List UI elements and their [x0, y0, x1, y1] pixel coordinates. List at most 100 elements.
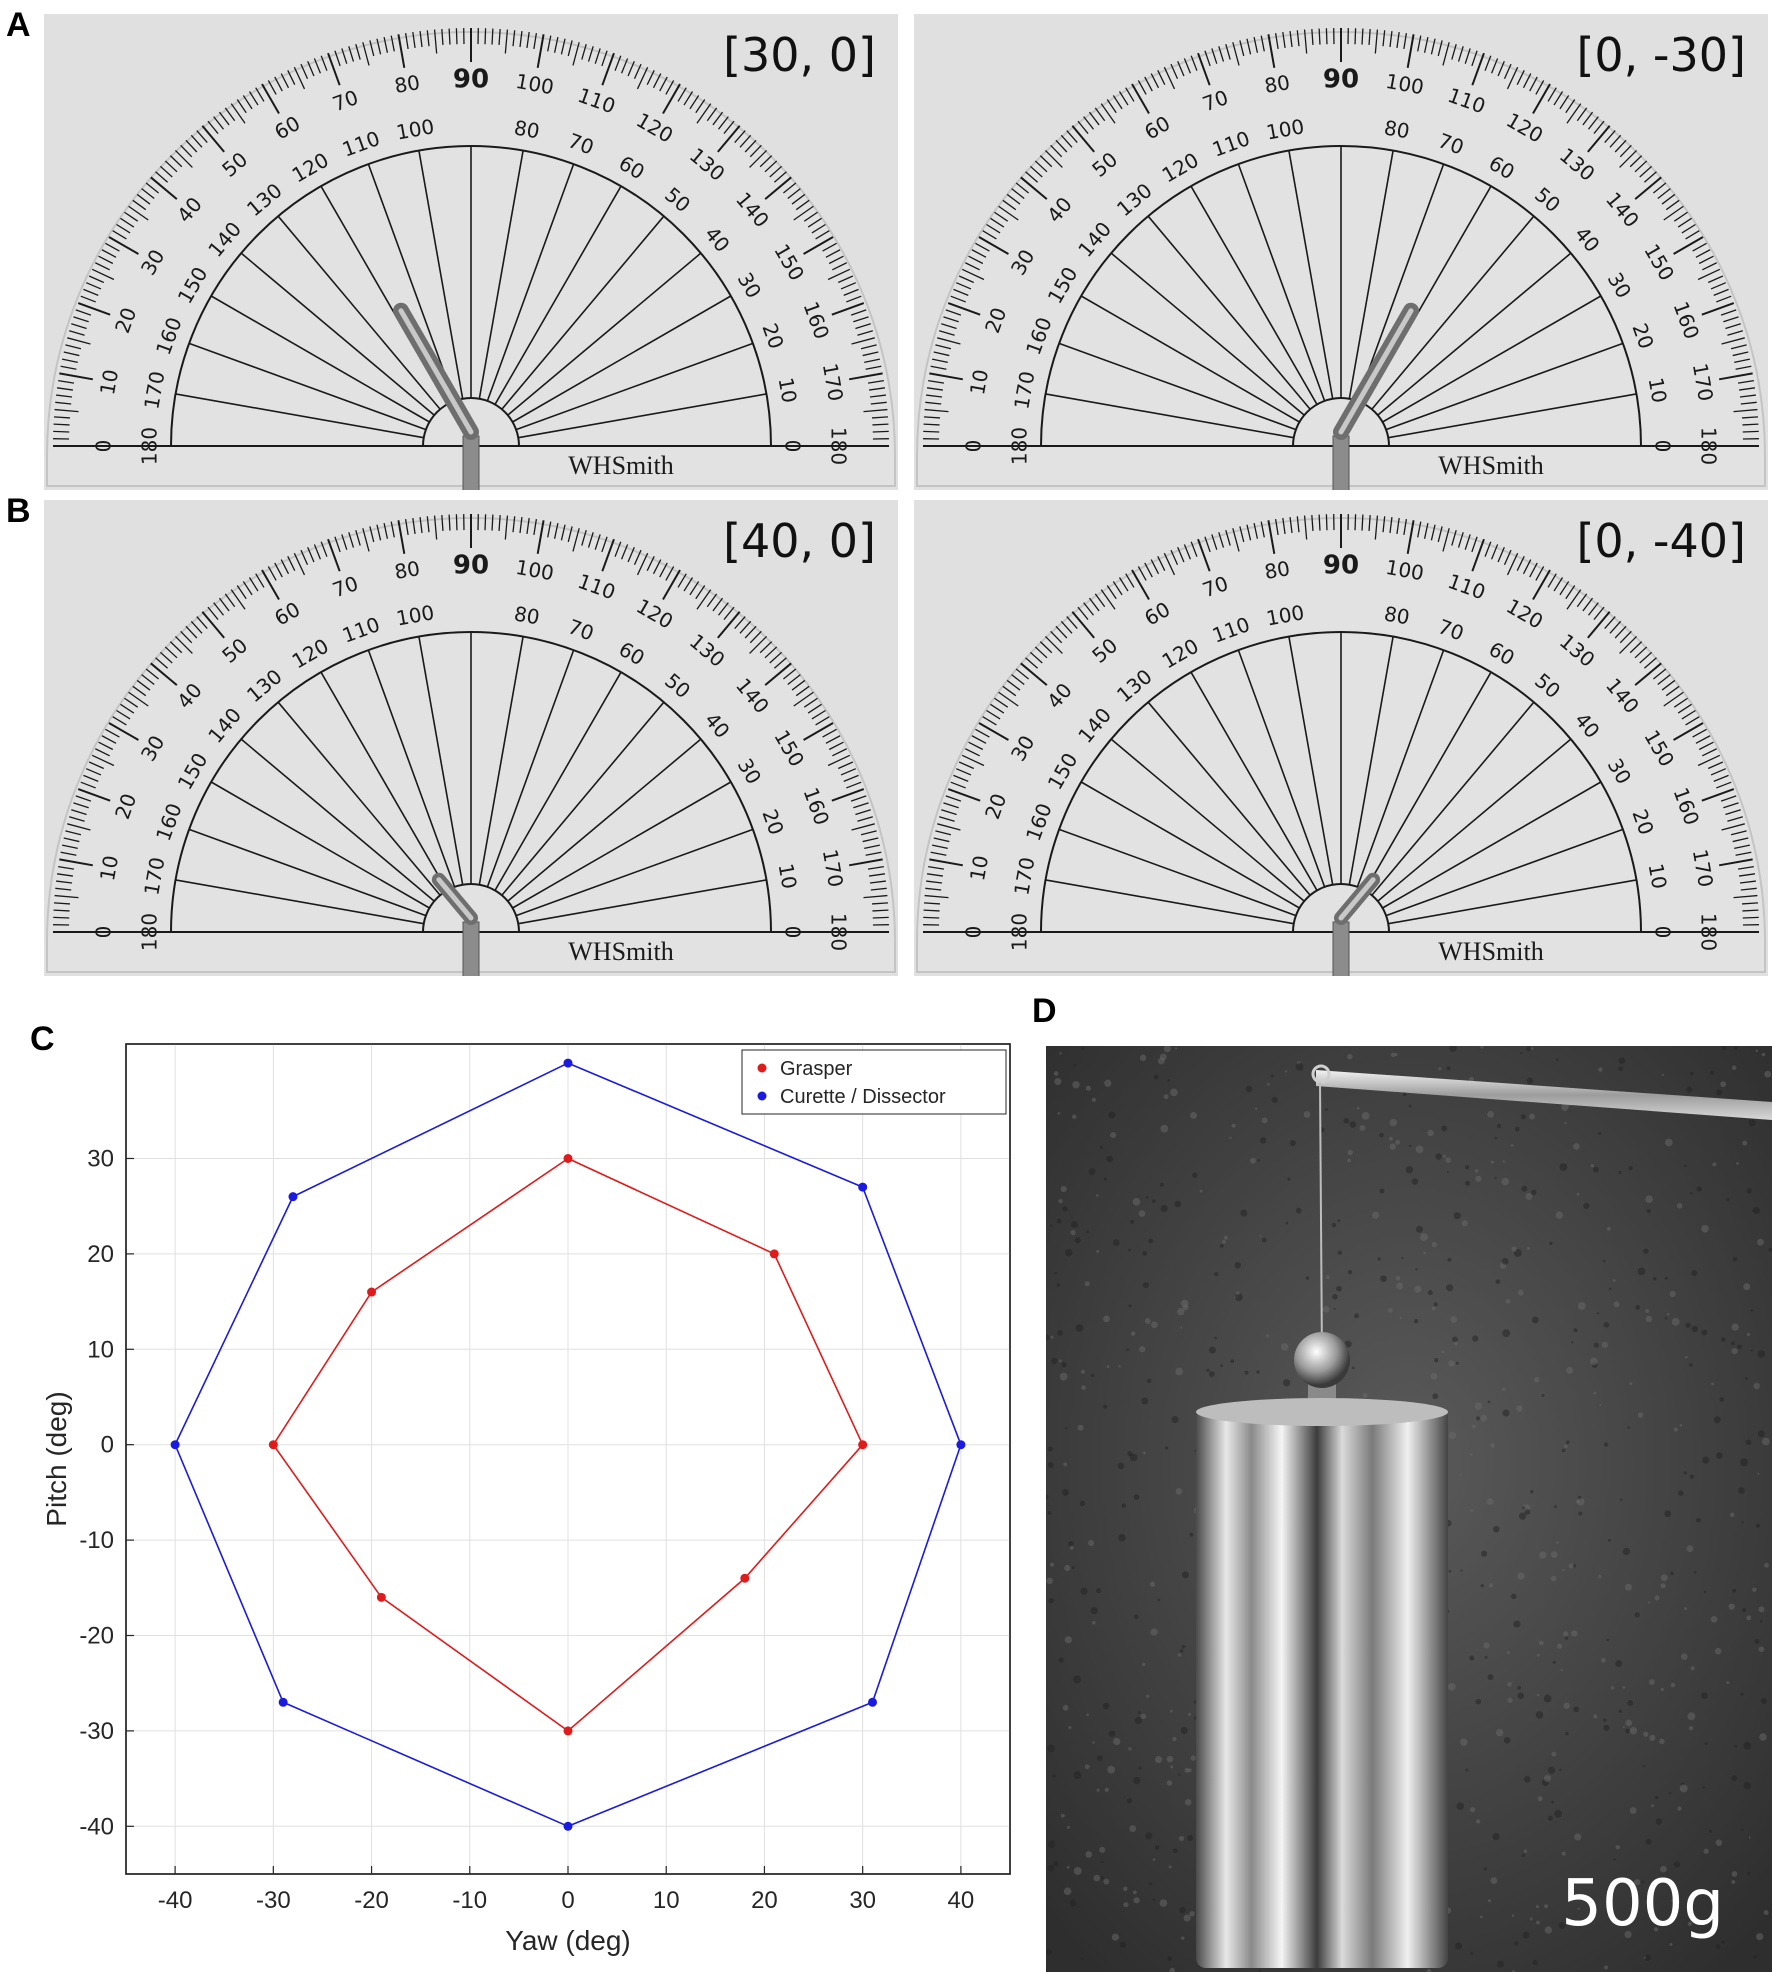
x-tick-label: -10 — [452, 1887, 487, 1914]
protractor-outer-label: 180 — [827, 427, 851, 465]
data-point — [563, 1153, 573, 1163]
protractor-inner-label: 80 — [1382, 115, 1411, 143]
protractor-inner-label: 10 — [1644, 862, 1672, 891]
panel-letter-b: B — [6, 492, 31, 530]
y-tick-label: -40 — [79, 1813, 114, 1840]
range-of-motion-chart: -40 -30 -20 -10 0 10 20 30 40 -40 -30 -20 -10 0 10 20 30… — [41, 1043, 1011, 1956]
data-point — [278, 1697, 288, 1707]
protractor-inner-label: 80 — [1382, 601, 1411, 629]
y-tick-label: 30 — [87, 1145, 114, 1172]
protractor-outer-label: 90 — [453, 551, 489, 581]
instrument-shaft — [1332, 435, 1350, 490]
y-tick-label: -30 — [79, 1718, 114, 1745]
protractor-outer-label: 80 — [1263, 70, 1292, 98]
y-tick-label: -20 — [79, 1622, 114, 1649]
legend — [741, 1049, 1007, 1115]
panel-letter-a: A — [6, 6, 31, 44]
protractor-inner-label: 10 — [774, 376, 802, 405]
protractor-outer-label: 0 — [92, 440, 116, 453]
angle-label: [0, -40] — [1576, 514, 1746, 568]
data-point — [170, 1440, 180, 1450]
y-tick-label: -10 — [79, 1527, 114, 1554]
x-axis-label: Yaw (deg) — [505, 1925, 631, 1956]
protractor-brand: WHSmith — [1438, 451, 1543, 480]
panel-letter-c: C — [30, 1020, 55, 1058]
data-point — [867, 1697, 877, 1707]
protractor-outer-label: 90 — [1323, 551, 1359, 581]
x-tick-label: 20 — [751, 1887, 778, 1914]
protractor-inner-label: 10 — [1644, 376, 1672, 405]
x-tick-label: 0 — [561, 1887, 574, 1914]
protractor-inner-label: 80 — [512, 601, 541, 629]
protractor-outer-label: 80 — [1263, 556, 1292, 584]
protractor-inner-label: 0 — [781, 440, 805, 453]
protractor-inner-label: 80 — [512, 115, 541, 143]
data-point — [367, 1287, 377, 1297]
protractor-ticks — [923, 514, 1759, 933]
protractor-inner-label: 180 — [1008, 913, 1032, 951]
x-tick-label: -20 — [354, 1887, 389, 1914]
protractor-outer-label: 0 — [962, 926, 986, 939]
protractor-inner-label: 0 — [1651, 926, 1675, 939]
data-point — [769, 1249, 779, 1259]
data-point — [288, 1192, 298, 1202]
panel-letter-d: D — [1032, 992, 1057, 1030]
protractor-outer-label: 180 — [827, 913, 851, 951]
x-tick-label: 40 — [948, 1887, 975, 1914]
protractor-ticks — [923, 28, 1759, 447]
y-tick-label: 20 — [87, 1241, 114, 1268]
protractor-brand: WHSmith — [1438, 937, 1543, 966]
protractor-outer-label: 80 — [393, 70, 422, 98]
angle-label: [40, 0] — [723, 514, 876, 568]
legend-marker — [757, 1063, 767, 1073]
protractor-outer-label: 10 — [965, 368, 993, 397]
protractor-photo-a-right: 0 180 10 170 20 160 30 150 40 140 50 130 60 120 70 110 8… — [914, 14, 1768, 490]
data-point — [563, 1821, 573, 1831]
angle-label: [0, -30] — [1576, 28, 1746, 82]
protractor-outer-label: 180 — [1697, 427, 1721, 465]
x-tick-label: 30 — [849, 1887, 876, 1914]
angle-label: [30, 0] — [723, 28, 876, 82]
data-point — [956, 1440, 966, 1450]
data-point — [376, 1592, 386, 1602]
instrument-shaft — [462, 435, 480, 490]
protractor-outer-label: 10 — [95, 368, 123, 397]
protractor-outer-label: 10 — [95, 854, 123, 883]
instrument-shaft — [1332, 921, 1350, 976]
protractor-outer-label: 90 — [1323, 65, 1359, 95]
protractor-outer-label: 0 — [962, 440, 986, 453]
protractor-photo-b-left: 0 180 10 170 20 160 30 150 40 140 50 130 60 120 70 110 8… — [44, 500, 898, 976]
data-point — [563, 1726, 573, 1736]
y-tick-label: 0 — [101, 1432, 114, 1459]
hanging-weight-illustration — [1046, 1046, 1772, 1972]
legend-label: Curette / Dissector — [780, 1086, 946, 1108]
protractor-outer-label: 10 — [965, 854, 993, 883]
weight-photo: 500g — [1046, 1046, 1772, 1972]
protractor-inner-label: 10 — [774, 862, 802, 891]
data-point — [858, 1182, 868, 1192]
protractor-outer-label: 80 — [393, 556, 422, 584]
protractor-outer-label: 180 — [1697, 913, 1721, 951]
protractor-inner-label: 180 — [1008, 427, 1032, 465]
data-point — [268, 1440, 278, 1450]
y-tick-label: 10 — [87, 1336, 114, 1363]
protractor-brand: WHSmith — [568, 937, 673, 966]
protractor-photo-a-left: 0 180 10 170 20 160 30 150 40 140 50 130 60 120 70 110 8… — [44, 14, 898, 490]
protractor-inner-label: 0 — [781, 926, 805, 939]
legend-marker — [757, 1091, 767, 1101]
protractor-inner-label: 0 — [1651, 440, 1675, 453]
x-tick-label: -40 — [158, 1887, 193, 1914]
protractor-photo-b-right: 0 180 10 170 20 160 30 150 40 140 50 130 60 120 70 110 8… — [914, 500, 1768, 976]
legend-label: Grasper — [780, 1058, 853, 1080]
protractor-outer-label: 90 — [453, 65, 489, 95]
weight-label: 500g — [1561, 1867, 1724, 1941]
instrument-shaft — [462, 921, 480, 976]
data-point — [740, 1573, 750, 1583]
protractor-brand: WHSmith — [568, 451, 673, 480]
protractor-inner-label: 180 — [138, 427, 162, 465]
y-axis-label: Pitch (deg) — [41, 1391, 72, 1526]
x-tick-label: 10 — [653, 1887, 680, 1914]
data-point — [563, 1058, 573, 1068]
data-point — [858, 1440, 868, 1450]
protractor-inner-label: 180 — [138, 913, 162, 951]
